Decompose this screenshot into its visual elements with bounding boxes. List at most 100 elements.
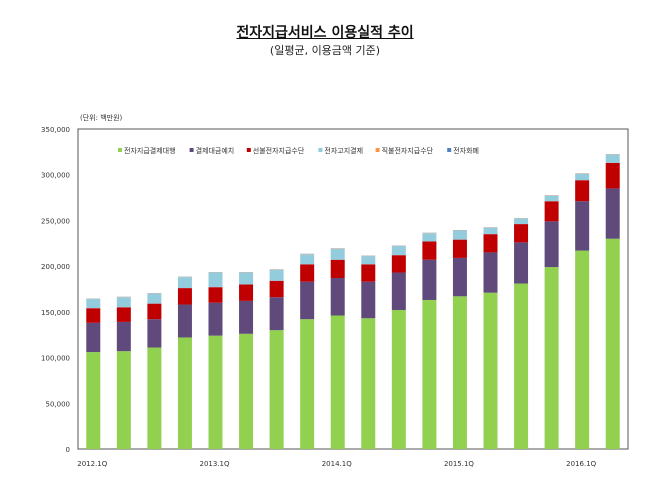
legend-label: 결제대금예치	[196, 146, 235, 155]
bar-segment	[330, 259, 345, 279]
bar-segment	[269, 269, 284, 281]
y-tick-label: 350,000	[41, 126, 70, 134]
y-tick-label: 300,000	[41, 172, 70, 180]
bar-segment	[239, 333, 254, 449]
bar-segment	[514, 224, 529, 243]
bar-segment	[86, 322, 101, 353]
bar-segment	[330, 248, 345, 260]
bar-segment	[208, 302, 223, 336]
legend-swatch	[318, 148, 323, 152]
bar-segment	[575, 250, 590, 449]
bar-segment	[605, 154, 620, 163]
bar-segment	[452, 230, 467, 240]
bar-segment	[177, 277, 192, 289]
bar-segment	[422, 259, 437, 300]
y-tick-label: 250,000	[41, 217, 70, 225]
bar-segment	[483, 292, 498, 449]
bar-segment	[86, 308, 101, 323]
bar-segment	[605, 238, 620, 449]
legend-swatch	[189, 148, 194, 152]
legend-label: 전자지급결제대행	[124, 146, 176, 155]
bar-segment	[605, 188, 620, 239]
unit-label: (단위: 백만원)	[80, 113, 123, 122]
bar-segment	[361, 264, 376, 282]
bar-segment	[269, 330, 284, 449]
chart-title: 전자지급서비스 이용실적 추이	[236, 25, 414, 41]
bar-segment	[391, 255, 406, 273]
bar-segment	[422, 233, 437, 242]
legend-label: 전자화폐	[453, 146, 479, 155]
bar-segment	[483, 227, 498, 235]
legend-label: 선불전자지급수단	[253, 146, 305, 155]
bar-segment	[575, 180, 590, 202]
bar-segment	[147, 293, 162, 304]
bar-segment	[605, 162, 620, 189]
bar-segment	[208, 287, 223, 303]
x-tick-label: 2014.1Q	[322, 460, 352, 468]
bar-segment	[422, 241, 437, 260]
bar-segment	[483, 252, 498, 293]
bar-segment	[116, 321, 131, 352]
y-tick-label: 50,000	[46, 400, 71, 408]
bar-segment	[330, 278, 345, 316]
bar-segment	[86, 299, 101, 309]
bar-segment	[544, 267, 559, 449]
bar-segment	[147, 319, 162, 348]
bar-segment	[391, 272, 406, 311]
legend-swatch	[246, 148, 251, 152]
x-tick-label: 2015.1Q	[444, 460, 474, 468]
x-tick-label: 2013.1Q	[200, 460, 230, 468]
bar-segment	[208, 335, 223, 449]
bar-segment	[361, 256, 376, 265]
bar-segment	[300, 319, 315, 449]
y-tick-label: 100,000	[41, 355, 70, 363]
bar-segment	[86, 352, 101, 449]
bar-segment	[177, 288, 192, 305]
legend-swatch	[447, 148, 452, 152]
bar-segment	[147, 303, 162, 320]
bar-segment	[391, 310, 406, 449]
bar-segment	[239, 284, 254, 301]
bar-segment	[116, 307, 131, 322]
bar-segment	[514, 283, 529, 449]
x-tick-label: 2012.1Q	[77, 460, 107, 468]
legend-swatch	[375, 148, 380, 152]
legend-swatch	[118, 148, 122, 152]
bar-segment	[361, 281, 376, 319]
bar-segment	[575, 173, 590, 181]
y-tick-label: 150,000	[41, 309, 70, 317]
bar-segment	[575, 201, 590, 251]
bar-segment	[269, 280, 284, 298]
bar-segment	[269, 297, 284, 331]
bar-segment	[544, 195, 559, 202]
bar-segment	[300, 281, 315, 320]
bar-segment	[300, 254, 315, 265]
bar-segment	[147, 347, 162, 449]
bar-segment	[177, 337, 192, 449]
bar-segment	[452, 257, 467, 297]
bar-segment	[422, 299, 437, 449]
bar-segment	[544, 201, 559, 222]
bar-segment	[239, 272, 254, 285]
bar-segment	[514, 218, 529, 225]
bar-segment	[361, 318, 376, 449]
bar-segment	[452, 296, 467, 449]
bar-segment	[239, 300, 254, 334]
chart-subtitle: (일평균, 이용금액 기준)	[269, 44, 381, 57]
bar-segment	[544, 221, 559, 268]
bar-segment	[330, 315, 345, 449]
plot-frame	[77, 128, 629, 450]
bar-segment	[483, 234, 498, 253]
bar-segment	[391, 246, 406, 256]
bar-segment	[116, 351, 131, 449]
bar-segment	[208, 272, 223, 288]
legend-label: 직불전자지급수단	[382, 146, 434, 155]
legend-label: 전자고지결제	[324, 146, 363, 155]
y-tick-label: 0	[66, 446, 70, 454]
bar-segment	[300, 264, 315, 282]
y-tick-label: 200,000	[41, 263, 70, 271]
x-tick-label: 2016.1Q	[566, 460, 596, 468]
bar-segment	[514, 242, 529, 284]
